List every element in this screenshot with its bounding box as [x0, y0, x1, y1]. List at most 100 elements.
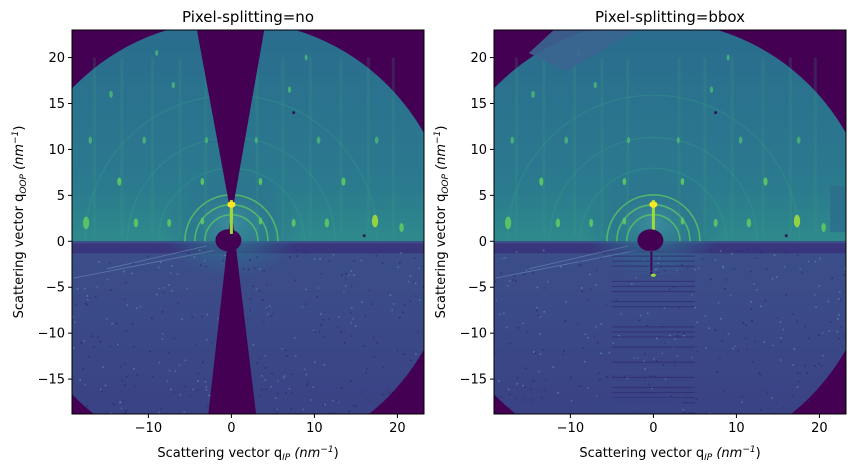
- noise-speckle: [139, 305, 142, 308]
- noise-speckle: [700, 463, 702, 465]
- diffraction-ring: [506, 94, 801, 242]
- noise-speckle: [740, 401, 743, 403]
- noise-speckle: [396, 349, 399, 352]
- noise-speckle: [537, 314, 540, 317]
- noise-speckle: [409, 359, 412, 362]
- noise-speckle: [822, 354, 824, 357]
- noise-speckle: [314, 258, 316, 261]
- noise-speckle: [186, 440, 188, 442]
- noise-speckle: [123, 439, 125, 441]
- noise-speckle: [85, 302, 87, 305]
- noise-speckle: [168, 369, 171, 372]
- noise-speckle: [180, 318, 183, 320]
- noise-speckle: [294, 355, 297, 358]
- diffraction-streak: [677, 57, 681, 237]
- noise-speckle: [242, 308, 245, 311]
- diffraction-streak: [92, 57, 96, 237]
- noise-speckle: [204, 380, 207, 383]
- noise-speckle: [459, 260, 461, 262]
- y-tick-label: 0: [57, 235, 65, 250]
- interpolation-band: [611, 290, 695, 293]
- noise-speckle: [451, 290, 453, 292]
- noise-speckle: [687, 429, 689, 431]
- noise-speckle: [458, 259, 460, 261]
- noise-speckle: [171, 290, 174, 292]
- noise-speckle: [264, 367, 267, 369]
- noise-speckle: [818, 334, 820, 337]
- noise-speckle: [639, 314, 642, 317]
- noise-speckle: [708, 327, 711, 330]
- noise-speckle: [478, 299, 480, 301]
- bragg-spot: [155, 50, 159, 56]
- noise-speckle: [607, 422, 609, 424]
- noise-speckle: [127, 424, 129, 426]
- noise-speckle: [674, 364, 676, 367]
- noise-speckle: [291, 373, 294, 375]
- diffraction-ring: [549, 137, 758, 242]
- interpolation-band: [611, 376, 695, 378]
- noise-speckle: [793, 348, 796, 350]
- noise-speckle: [580, 264, 583, 267]
- noise-speckle: [353, 260, 356, 262]
- noise-speckle: [813, 294, 816, 296]
- noise-speckle: [332, 399, 334, 402]
- noise-speckle: [837, 298, 840, 300]
- noise-speckle: [847, 277, 849, 279]
- noise-speckle: [430, 320, 432, 322]
- dead-pixel: [292, 111, 296, 115]
- noise-speckle: [49, 270, 51, 272]
- noise-speckle: [600, 323, 602, 325]
- specular-spot: [227, 201, 236, 208]
- bragg-spot: [738, 136, 743, 144]
- noise-speckle: [523, 399, 526, 401]
- noise-speckle: [513, 275, 516, 277]
- y-tick-label: 20: [48, 51, 65, 66]
- noise-speckle: [543, 389, 545, 392]
- bragg-spot: [258, 217, 263, 225]
- noise-speckle: [801, 272, 804, 274]
- noise-speckle: [160, 407, 162, 410]
- noise-speckle: [847, 324, 849, 326]
- noise-speckle: [806, 372, 809, 374]
- noise-speckle: [150, 317, 153, 319]
- noise-speckle: [753, 248, 755, 251]
- noise-speckle: [678, 306, 681, 309]
- noise-speckle: [646, 324, 648, 327]
- noise-speckle: [838, 337, 840, 340]
- bragg-spot: [374, 136, 379, 144]
- noise-speckle: [714, 259, 717, 262]
- noise-speckle: [522, 322, 524, 325]
- noise-speckle: [259, 268, 261, 271]
- interpolation-band: [611, 270, 695, 272]
- detector-lower-half: [72, 241, 424, 414]
- split-artefact-edge: [830, 186, 846, 233]
- noise-speckle: [202, 427, 204, 429]
- noise-speckle: [215, 421, 217, 423]
- noise-speckle: [119, 365, 122, 368]
- x-tick-label: 0: [649, 421, 657, 436]
- noise-speckle: [41, 306, 43, 308]
- noise-speckle: [276, 392, 279, 395]
- noise-speckle: [327, 318, 330, 321]
- detector-lower-half: [494, 241, 846, 414]
- noise-speckle: [646, 469, 648, 471]
- noise-speckle: [694, 306, 696, 309]
- noise-speckle: [350, 322, 353, 324]
- noise-speckle: [278, 380, 281, 382]
- noise-speckle: [532, 271, 535, 274]
- noise-speckle: [249, 430, 251, 432]
- noise-speckle: [735, 250, 738, 252]
- noise-speckle: [117, 343, 119, 346]
- noise-speckle: [367, 412, 370, 414]
- noise-speckle: [821, 365, 823, 367]
- noise-speckle: [409, 275, 412, 278]
- noise-speckle: [682, 409, 684, 411]
- axis-ticks-left: −10 0 10 20 −15 −10 −5 0 5 10 15 20: [38, 51, 406, 436]
- diffraction-streak: [391, 57, 395, 237]
- noise-speckle: [838, 314, 840, 316]
- noise-speckle: [320, 272, 323, 275]
- noise-speckle: [307, 381, 310, 384]
- noise-speckle: [807, 337, 810, 340]
- noise-speckle: [174, 370, 177, 373]
- y-tick-label: −15: [460, 373, 487, 388]
